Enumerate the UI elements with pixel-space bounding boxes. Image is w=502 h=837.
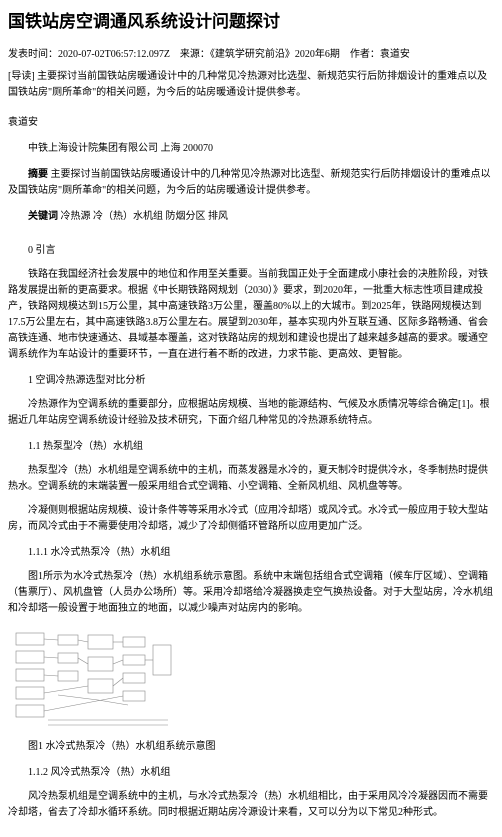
- paragraph: 冷凝侧则根据站房规模、设计条件等等采用水冷式（应用冷却塔）或风冷式。水冷式一般应…: [8, 503, 494, 535]
- paragraph: 图1所示为水冷式热泵冷（热）水机组系统示意图。系统中末端包括组合式空调箱（候车厅…: [8, 569, 494, 617]
- lead-abstract: [导读] 主要探讨当前国铁站房暖通设计中的几种常见冷热源对比选型、新规范实行后防…: [8, 69, 494, 101]
- author-name: 袁道安: [8, 115, 494, 131]
- publish-meta: 发表时间：2020-07-02T06:57:12.097Z 来源：《建筑学研究前…: [8, 47, 494, 63]
- keywords-block: 关键词 冷热源 冷（热）水机组 防烟分区 排风: [8, 209, 494, 225]
- paragraph: 冷热源作为空调系统的重要部分，应根据站房规模、当地的能源结构、气候及水质情况等综…: [8, 397, 494, 429]
- keywords-text: 冷热源 冷（热）水机组 防烟分区 排风: [58, 211, 228, 222]
- paragraph: 铁路在我国经济社会发展中的地位和作用至关重要。当前我国正处于全面建成小康社会的决…: [8, 267, 494, 363]
- article-title: 国铁站房空调通风系统设计问题探讨: [8, 8, 494, 35]
- section-1-heading: 1 空调冷热源选型对比分析: [8, 373, 494, 389]
- keywords-label: 关键词: [28, 211, 58, 222]
- section-1-1-heading: 1.1 热泵型冷（热）水机组: [8, 439, 494, 455]
- section-1-1-2-heading: 1.1.2 风冷式热泵冷（热）水机组: [8, 765, 494, 781]
- summary-block: 摘要 主要探讨当前国铁站房暖通设计中的几种常见冷热源对比选型、新规范实行后防排烟…: [8, 167, 494, 199]
- author-affiliation: 中铁上海设计院集团有限公司 上海 200070: [8, 141, 494, 157]
- summary-label: 摘要: [28, 169, 48, 180]
- figure-1-schematic: [8, 625, 178, 735]
- section-0-heading: 0 引言: [8, 243, 494, 259]
- summary-text: 主要探讨当前国铁站房暖通设计中的几种常见冷热源对比选型、新规范实行后防排烟设计的…: [8, 169, 491, 196]
- figure-1-caption: 图1 水冷式热泵冷（热）水机组系统示意图: [8, 739, 494, 755]
- paragraph: 热泵型冷（热）水机组是空调系统中的主机，而蒸发器是水冷的，夏天制冷时提供冷水，冬…: [8, 463, 494, 495]
- section-1-1-1-heading: 1.1.1 水冷式热泵冷（热）水机组: [8, 545, 494, 561]
- paragraph: 风冷热泵机组是空调系统中的主机，与水冷式热泵冷（热）水机组相比，由于采用风冷冷凝…: [8, 789, 494, 821]
